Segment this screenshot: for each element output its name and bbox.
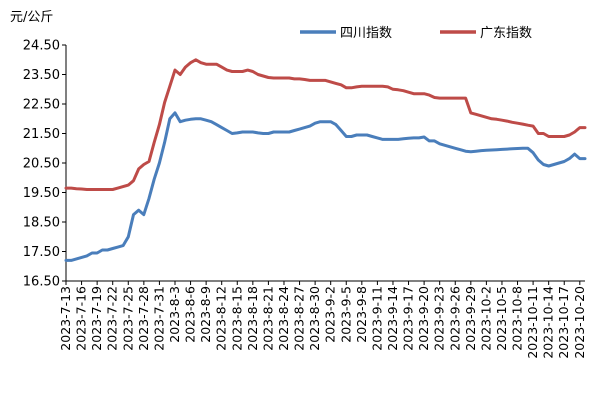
y-tick-label: 18.50 (23, 216, 60, 231)
x-tick-label: 2023-10-5 (494, 286, 509, 351)
x-tick-label: 2023-9-5 (338, 286, 353, 343)
legend-label-0: 四川指数 (340, 26, 392, 41)
y-tick-label: 20.50 (23, 157, 60, 172)
x-tick-label: 2023-7-16 (74, 286, 89, 351)
x-tick-label: 2023-8-18 (245, 286, 260, 351)
series-line-0 (64, 111, 587, 262)
y-tick-label: 23.50 (23, 68, 60, 83)
x-tick-label: 2023-8-9 (198, 286, 213, 343)
x-tick-label: 2023-7-19 (89, 286, 104, 351)
x-tick-label: 2023-10-20 (572, 286, 587, 359)
y-tick-label: 16.50 (23, 275, 60, 290)
legend-label-1: 广东指数 (480, 26, 532, 41)
x-tick-label: 2023-8-27 (292, 286, 307, 351)
x-tick-label: 2023-8-12 (214, 286, 229, 351)
x-tick-label: 2023-9-2 (323, 286, 338, 343)
x-tick-label: 2023-8-21 (260, 286, 275, 351)
x-tick-label: 2023-10-2 (478, 286, 493, 351)
y-tick-label: 24.50 (23, 39, 60, 54)
x-tick-label: 2023-10-8 (510, 286, 525, 351)
x-tick-label: 2023-9-14 (385, 286, 400, 351)
x-tick-label: 2023-8-24 (276, 286, 291, 351)
x-tick-label: 2023-7-25 (120, 286, 135, 351)
x-axis-ticks: 2023-7-13 2023-7-16 2023-7-19 2023-7-22 2023… (58, 281, 587, 359)
x-tick-label: 2023-10-17 (556, 286, 571, 359)
x-tick-label: 2023-9-17 (401, 286, 416, 351)
y-axis-ticks: 16.50 17.50 18.50 19.50 20.50 21.50 22.50 23.50… (23, 39, 66, 290)
x-tick-label: 2023-9-29 (463, 286, 478, 351)
x-tick-label: 2023-10-14 (541, 286, 556, 359)
x-tick-label: 2023-9-11 (369, 286, 384, 351)
x-tick-label: 2023-7-28 (136, 286, 151, 351)
x-tick-label: 2023-7-22 (105, 286, 120, 351)
x-tick-label: 2023-9-26 (447, 286, 462, 351)
y-tick-label: 17.50 (23, 245, 60, 260)
y-tick-label: 19.50 (23, 186, 60, 201)
x-tick-label: 2023-9-23 (432, 286, 447, 351)
legend: 四川指数 广东指数 (300, 26, 532, 41)
x-tick-label: 2023-8-3 (167, 286, 182, 343)
x-tick-label: 2023-7-13 (58, 286, 73, 351)
x-tick-label: 2023-8-15 (229, 286, 244, 351)
y-unit-label: 元/公斤 (10, 10, 53, 25)
x-tick-label: 2023-7-31 (151, 286, 166, 351)
x-tick-label: 2023-9-20 (416, 286, 431, 351)
x-tick-label: 2023-8-6 (183, 286, 198, 343)
series-lines (64, 58, 587, 262)
x-tick-label: 2023-9-8 (354, 286, 369, 343)
series-line-1 (64, 58, 587, 191)
x-tick-label: 2023-8-30 (307, 286, 322, 351)
x-tick-label: 2023-10-11 (525, 286, 540, 359)
y-tick-label: 21.50 (23, 127, 60, 142)
y-tick-label: 22.50 (23, 98, 60, 113)
